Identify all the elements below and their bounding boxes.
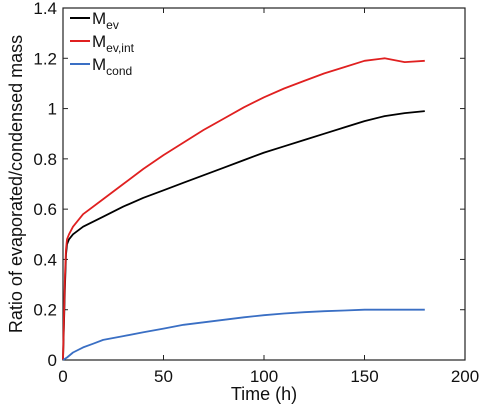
y-tick-label: 0.2: [33, 301, 57, 320]
x-tick-label: 50: [154, 367, 173, 386]
y-tick-label: 0.4: [33, 250, 57, 269]
series-line-2: [62, 57, 425, 361]
legend-label-3: Mcond: [92, 55, 132, 78]
y-tick-label: 1.4: [33, 0, 57, 18]
y-tick-label: 1: [48, 100, 57, 119]
y-tick-label: 0: [48, 351, 57, 370]
x-axis-label: Time (h): [231, 384, 297, 404]
y-axis-label: Ratio of evaporated/condensed mass: [6, 35, 26, 333]
y-tick-label: 1.2: [33, 49, 57, 68]
y-tick-label: 0.6: [33, 200, 57, 219]
legend-label-1: Mev: [92, 9, 119, 32]
x-tick-label: 0: [58, 367, 67, 386]
x-tick-label: 150: [350, 367, 378, 386]
series-line-3: [62, 308, 425, 361]
series-line-1: [62, 110, 425, 361]
y-tick-label: 0.8: [33, 150, 57, 169]
ticks-layer: 0 50 100 150 200 0 0.2 0.4 0.6 0.8 1 1.2 1.4: [33, 0, 479, 386]
legend-label-2: Mev,int: [92, 32, 135, 55]
x-tick-label: 100: [250, 367, 278, 386]
x-tick-label: 200: [451, 367, 479, 386]
series-layer: [62, 57, 425, 361]
